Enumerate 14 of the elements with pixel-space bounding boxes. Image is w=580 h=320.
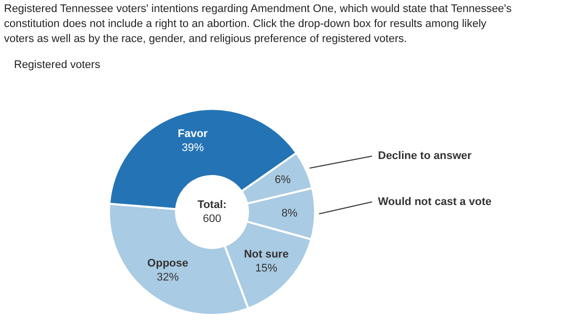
data-label: 39% <box>182 142 204 154</box>
data-label: 6% <box>274 174 291 186</box>
text: Total: <box>197 199 227 211</box>
slice-label: Favor <box>178 128 208 140</box>
data-label: 15% <box>255 262 278 275</box>
slice-label: Oppose <box>147 258 188 270</box>
data-label: 8% <box>282 207 298 220</box>
text: Registered voters <box>14 59 101 71</box>
chart-title: Registered Tennessee voters' intentions regarding Amendment One, which would state that Tennessee's constitution does not include a right to an abortion. Click the drop-down box for results among likely voters as well as by the race, gender, and religious preference of registered voters. <box>4 3 512 45</box>
slice-label: Would not cast a vote <box>378 196 492 208</box>
text: 600 <box>202 213 222 225</box>
slice-label: Decline to answer <box>378 150 472 162</box>
slice-label: Not sure <box>244 248 289 261</box>
data-label: 32% <box>156 272 179 284</box>
